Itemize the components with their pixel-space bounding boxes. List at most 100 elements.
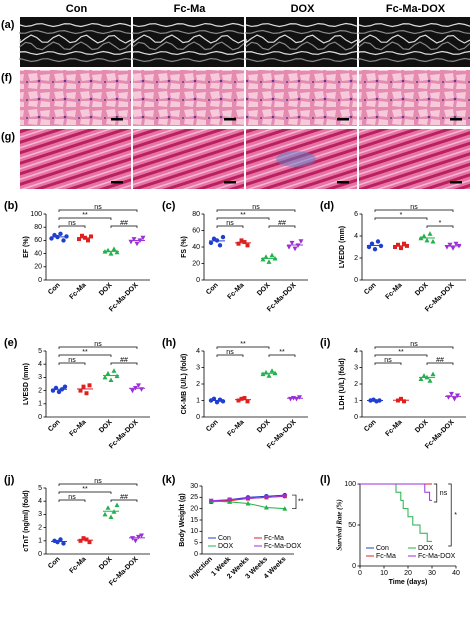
y-tick-label: 5 — [194, 540, 198, 547]
point — [297, 395, 302, 400]
echo-trace — [132, 50, 245, 56]
echo-trace — [19, 50, 132, 56]
echo-trace — [19, 22, 132, 28]
point — [260, 371, 266, 377]
column-header: Con — [66, 3, 88, 15]
echo-trace — [245, 41, 358, 51]
x-tick-label: Fc-Ma — [68, 419, 87, 438]
significance: ## — [120, 220, 128, 227]
y-tick-label: 10 — [190, 528, 198, 535]
x-tick-label: Injection — [189, 556, 214, 581]
y-tick-label: 1 — [38, 538, 42, 545]
point — [402, 241, 406, 246]
bracket — [58, 483, 138, 486]
y-tick-label: 3 — [38, 511, 42, 518]
point — [62, 384, 68, 389]
column-header: Fc-Ma — [174, 3, 207, 15]
x-tick-label: DOX — [256, 282, 272, 298]
significance: ## — [120, 357, 128, 364]
y-tick-label: 80 — [192, 211, 200, 218]
significance: ## — [120, 494, 128, 501]
bracket — [216, 217, 270, 220]
legend-label: Fc-Ma-DOX — [418, 553, 456, 560]
histology-image — [359, 70, 470, 126]
x-tick-label: Fc-Ma — [226, 419, 245, 438]
point — [84, 537, 89, 542]
point — [108, 377, 114, 383]
echo-trace — [358, 50, 471, 56]
y-tick-label: 80 — [34, 224, 42, 231]
point — [378, 243, 384, 249]
point — [130, 536, 135, 541]
echo-trace — [132, 22, 245, 28]
point — [245, 399, 250, 404]
point — [84, 391, 89, 396]
panel-label: (c) — [162, 200, 176, 212]
point — [424, 237, 430, 243]
y-axis-label: LVEDD (mm) — [339, 226, 346, 268]
histology-image — [359, 129, 470, 189]
x-tick-label: Fc-Ma — [68, 556, 87, 575]
point — [139, 387, 144, 392]
x-tick-label: Con — [47, 282, 62, 297]
echo-trace — [358, 22, 471, 28]
point — [402, 399, 406, 404]
bracket — [58, 362, 86, 365]
scale-bar — [111, 181, 123, 184]
point — [227, 497, 233, 503]
significance: ** — [279, 349, 285, 356]
bracket — [292, 494, 297, 510]
point — [133, 538, 138, 544]
bracket — [448, 483, 452, 547]
point — [396, 242, 400, 247]
significance: * — [400, 212, 403, 219]
point — [130, 388, 135, 394]
bracket — [374, 346, 454, 349]
point — [58, 231, 63, 236]
y-tick-label: 60 — [192, 227, 200, 234]
x-tick-label: 0 — [358, 570, 362, 577]
panel-label: (h) — [162, 337, 176, 349]
point — [399, 246, 403, 251]
echo-trace — [132, 34, 245, 44]
x-tick-label: DOX — [414, 282, 430, 298]
significance: ns — [68, 220, 76, 227]
histology-image — [246, 70, 357, 126]
significance: ns — [94, 341, 102, 348]
significance: ns — [384, 357, 392, 364]
point — [102, 249, 108, 254]
point — [81, 536, 86, 541]
y-tick-label: 50 — [348, 522, 356, 529]
bracket — [216, 225, 244, 228]
significance: ns — [68, 357, 76, 364]
point — [53, 385, 59, 391]
y-axis-label: FS (%) — [181, 236, 188, 258]
point — [139, 533, 144, 539]
y-axis-label: CK-MB (U/L) (fold) — [181, 354, 188, 415]
point — [455, 393, 460, 399]
echo-trace — [245, 34, 358, 44]
y-tick-label: 0 — [196, 277, 200, 284]
point — [272, 370, 278, 376]
point — [263, 254, 269, 259]
point — [427, 378, 433, 383]
legend-label: Fc-Ma — [376, 553, 396, 560]
y-axis-label: LVESD (mm) — [23, 363, 30, 405]
echo-trace — [245, 57, 358, 63]
survival-line — [360, 483, 432, 501]
y-tick-label: 20 — [34, 264, 42, 271]
point — [266, 259, 272, 264]
point — [140, 235, 146, 241]
y-tick-label: 0 — [354, 277, 358, 284]
histology-image — [133, 129, 244, 189]
point — [292, 246, 298, 252]
significance: ns — [410, 341, 418, 348]
y-tick-label: 4 — [354, 348, 358, 355]
legend-label: DOX — [218, 543, 234, 550]
point — [396, 398, 400, 403]
point — [236, 241, 241, 246]
x-tick-label: 40 — [452, 570, 460, 577]
x-tick-label: Fc-Ma — [68, 282, 87, 301]
point — [263, 495, 269, 500]
point — [136, 534, 141, 540]
